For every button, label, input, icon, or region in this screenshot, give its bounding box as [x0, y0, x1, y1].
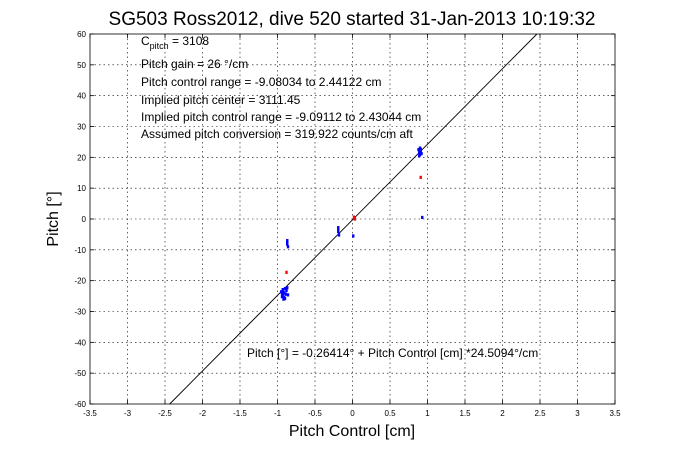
x-tick-label: -3: [124, 409, 132, 418]
data-point: [282, 297, 285, 301]
x-axis-ticks: -3.5 -3 -2.5 -2 -1.5 -1 -0.5 0 0.5 1 1.5 2 2.5 3 3.5: [83, 34, 621, 418]
data-point: [285, 288, 288, 293]
x-tick-label: -2: [199, 409, 207, 418]
y-tick-label: -30: [74, 308, 86, 317]
fit-line-layer: [169, 33, 538, 405]
y-axis-label: Pitch [°]: [45, 191, 62, 246]
data-point: [283, 291, 286, 295]
data-point: [280, 291, 284, 295]
y-tick-label: 40: [77, 92, 86, 101]
data-point: [419, 149, 422, 153]
x-tick-label: 1: [425, 409, 430, 418]
y-tick-label: -50: [74, 369, 86, 378]
y-tick-label: 30: [77, 123, 86, 132]
annotation-pitch-conversion: Assumed pitch conversion = 319.922 count…: [141, 127, 413, 141]
y-tick-label: 10: [77, 184, 86, 193]
x-tick-label: -3.5: [83, 409, 97, 418]
cpitch-symbol: C: [141, 34, 150, 48]
data-point: [286, 242, 289, 246]
grid-lines: [90, 34, 615, 404]
annotation-pitch-gain: Pitch gain = 26 °/cm: [141, 57, 248, 71]
x-tick-label: -0.5: [308, 409, 322, 418]
data-point: [283, 287, 287, 291]
data-point: [286, 286, 289, 290]
x-tick-label: 0: [350, 409, 355, 418]
cpitch-value: = 3108: [169, 34, 210, 48]
data-point: [283, 295, 286, 299]
y-tick-label: -10: [74, 246, 86, 255]
annotation-cpitch: Cpitch = 3108: [141, 34, 209, 51]
x-tick-label: 3: [575, 409, 580, 418]
data-point: [284, 292, 287, 296]
x-tick-label: -1: [274, 409, 282, 418]
data-point: [337, 233, 341, 237]
x-tick-label: 3.5: [609, 409, 621, 418]
data-point: [337, 230, 340, 234]
data-point: [286, 293, 290, 297]
y-tick-label: -60: [74, 400, 86, 409]
data-point: [352, 215, 356, 219]
data-point: [421, 215, 424, 220]
annotation-pitch-control-range: Pitch control range = -9.08034 to 2.4412…: [141, 75, 382, 89]
y-tick-label: 20: [77, 153, 86, 162]
chart-title: SG503 Ross2012, dive 520 started 31-Jan-…: [109, 9, 596, 30]
annotation-implied-pitch-center: Implied pitch center = 3111.45: [141, 93, 301, 107]
x-tick-label: 2: [500, 409, 505, 418]
x-tick-label: 1.5: [459, 409, 471, 418]
data-point: [285, 270, 288, 274]
data-point: [286, 245, 290, 249]
x-axis-label: Pitch Control [cm]: [289, 423, 415, 440]
data-point: [418, 154, 421, 158]
data-point: [353, 217, 356, 221]
data-point: [337, 227, 340, 232]
fit-line: [169, 33, 538, 405]
y-tick-label: 50: [77, 61, 86, 70]
annotation-block: Cpitch = 3108 Pitch gain = 26 °/cm Pitch…: [141, 34, 538, 360]
y-tick-label: -40: [74, 338, 86, 347]
x-tick-label: 2.5: [534, 409, 546, 418]
data-point: [420, 152, 423, 156]
cpitch-subscript: pitch: [150, 41, 169, 51]
y-tick-label: 60: [77, 30, 86, 39]
fit-equation-label: Pitch [°] = -0.26414° + Pitch Control [c…: [247, 346, 538, 360]
x-tick-label: -1.5: [233, 409, 247, 418]
data-point: [418, 150, 421, 154]
data-points-layer: [280, 146, 424, 301]
data-point: [419, 147, 422, 151]
annotation-implied-control-range: Implied pitch control range = -9.09112 t…: [141, 110, 421, 124]
data-point: [281, 288, 284, 292]
x-tick-label: 0.5: [384, 409, 396, 418]
y-axis-ticks: -60 -50 -40 -30 -20 -10 0 10 20 30 40 50 60: [74, 30, 615, 409]
data-point: [419, 175, 422, 179]
data-point: [280, 295, 284, 299]
y-tick-label: 0: [82, 215, 87, 224]
data-point: [352, 234, 355, 238]
data-point: [417, 148, 420, 152]
data-point: [286, 238, 289, 243]
data-point: [286, 240, 289, 245]
data-point: [337, 226, 340, 230]
y-tick-label: -20: [74, 277, 86, 286]
x-tick-label: -2.5: [158, 409, 172, 418]
